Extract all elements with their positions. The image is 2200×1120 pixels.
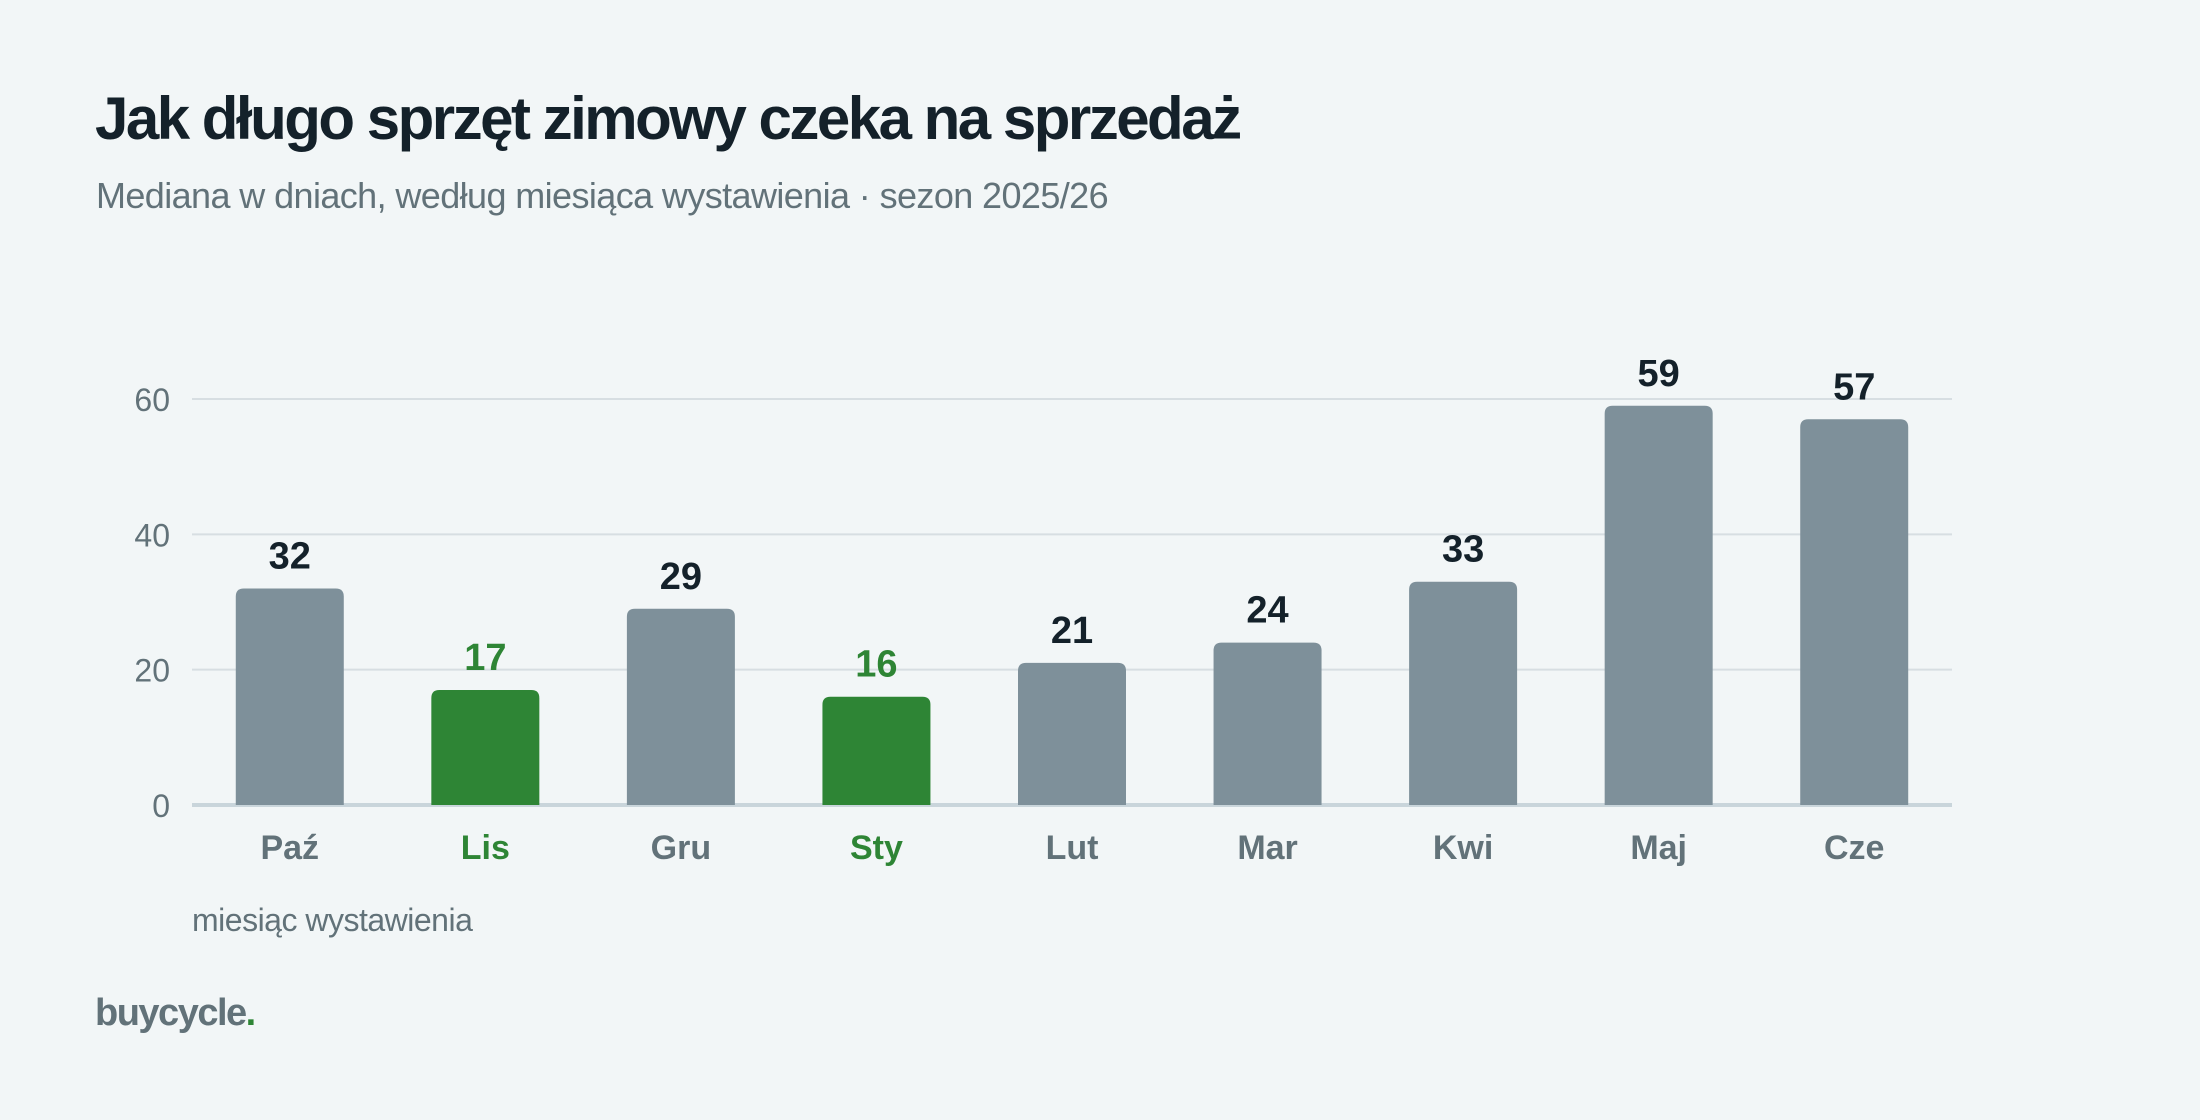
x-tick-label: Maj	[1630, 829, 1687, 867]
x-tick-label: Sty	[850, 829, 903, 867]
bar-2	[626, 608, 735, 805]
x-axis-label: miesiąc wystawienia	[192, 902, 473, 938]
brand-name: buycycle	[95, 992, 247, 1034]
data-label: 29	[660, 556, 702, 598]
x-tick-label: Lut	[1046, 829, 1099, 867]
data-label: 32	[269, 535, 311, 577]
data-label: 21	[1051, 610, 1093, 652]
x-tick-label: Gru	[651, 829, 711, 867]
bar-6	[1409, 581, 1518, 805]
y-tick-label: 20	[134, 653, 170, 689]
data-label: 59	[1638, 353, 1680, 395]
x-tick-label: Paź	[260, 829, 319, 867]
x-tick-label: Kwi	[1433, 829, 1493, 867]
chart-subtitle: Mediana w dniach, według miesiąca wystaw…	[96, 175, 1109, 216]
brand-dot: .	[245, 992, 257, 1034]
brand-logo: buycycle.	[95, 992, 257, 1035]
bar-4	[1018, 662, 1126, 805]
bar-8	[1800, 419, 1909, 805]
data-labels: 32 17 29 16 21 24 33 59 57	[269, 353, 1876, 686]
bar-1	[431, 689, 540, 805]
bar-3	[822, 696, 931, 805]
bar-7	[1604, 405, 1713, 805]
data-label: 33	[1442, 529, 1484, 571]
y-tick-label: 40	[134, 517, 170, 553]
bar-5	[1213, 642, 1322, 805]
data-label: 17	[464, 637, 506, 679]
axis-ticks: 0 20 40 60 Paź Lis Gru Sty Lut Mar Kwi Maj Cze	[134, 382, 1884, 867]
bars	[235, 405, 1909, 805]
y-tick-label: 0	[152, 788, 170, 824]
chart-title: Jak długo sprzęt zimowy czeka na sprzeda…	[95, 85, 1242, 152]
bar-0	[235, 588, 344, 805]
x-tick-label: Mar	[1237, 829, 1297, 867]
x-tick-label: Lis	[461, 829, 510, 867]
y-tick-label: 60	[134, 382, 170, 418]
data-label: 57	[1833, 366, 1875, 408]
data-label: 16	[855, 644, 897, 686]
x-tick-label: Cze	[1824, 829, 1884, 867]
bar-chart: 32 17 29 16 21 24 33 59 57 0 20 40 60 Paź Lis Gru Sty Lu…	[134, 353, 1952, 938]
data-label: 24	[1246, 590, 1288, 632]
